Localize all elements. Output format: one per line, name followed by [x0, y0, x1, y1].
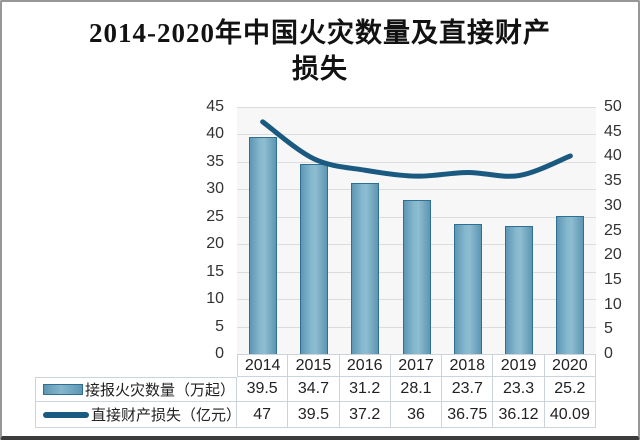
gridline-45 [237, 107, 596, 108]
bar-value-2015: 34.7 [288, 377, 340, 402]
left-axis-tick-25: 25 [206, 207, 224, 225]
line-value-2017: 36 [390, 402, 443, 428]
left-axis-tick-30: 30 [206, 180, 224, 198]
plot-area [237, 107, 596, 355]
bar-2020 [556, 215, 585, 354]
bar-series-swatch-icon [43, 384, 83, 395]
bar-2017 [402, 199, 431, 354]
right-axis-tick-50: 50 [604, 98, 622, 115]
right-axis-tick-0: 0 [604, 345, 613, 362]
year-header-2020: 2020 [544, 354, 596, 377]
right-axis-tick-30: 30 [604, 196, 622, 214]
line-series-svg [260, 119, 573, 179]
left-axis-tick-0: 0 [215, 345, 224, 362]
gridline-35 [237, 161, 596, 163]
gridline-40 [237, 134, 596, 136]
line-value-2020: 40.09 [544, 402, 596, 428]
left-axis-tick-40: 40 [206, 125, 224, 143]
right-axis-tick-40: 40 [604, 147, 622, 165]
year-header-2018: 2018 [442, 354, 494, 377]
bar-2018 [453, 223, 482, 354]
bar-value-2018: 23.7 [442, 377, 494, 402]
left-axis-tick-35: 35 [206, 152, 224, 170]
bar-2014 [248, 137, 277, 354]
legend-row-bar-series: 接报火灾数量（万起） [35, 377, 237, 402]
line-value-2016: 37.2 [339, 402, 391, 428]
bar-value-2020: 25.2 [544, 377, 596, 402]
left-axis-tick-45: 45 [206, 98, 224, 115]
bar-value-2016: 31.2 [339, 377, 391, 402]
line-series-label: 直接财产损失（亿元） [91, 407, 242, 424]
left-axis-tick-15: 15 [206, 262, 224, 280]
left-axis-tick-10: 10 [206, 290, 224, 308]
line-value-2015: 39.5 [288, 402, 340, 428]
left-axis-tick-5: 5 [215, 317, 224, 335]
right-axis-tick-25: 25 [604, 221, 622, 239]
line-value-2018: 36.75 [442, 402, 494, 428]
bar-value-2019: 23.3 [493, 377, 545, 402]
year-header-2016: 2016 [339, 354, 391, 377]
year-header-2015: 2015 [288, 354, 340, 377]
bar-2015 [299, 163, 328, 354]
right-axis-tick-15: 15 [604, 270, 622, 288]
chart-title: 2014-2020年中国火灾数量及直接财产 损失 [2, 15, 638, 87]
data-table: 2014 2015 2016 2017 2018 2019 2020 接报火灾数量（万起） 39… [35, 354, 596, 428]
chart-title-line2: 损失 [292, 54, 348, 84]
line-series-swatch-icon [43, 411, 89, 418]
year-header-2019: 2019 [493, 354, 545, 377]
line-direct-property-loss [260, 119, 573, 179]
left-axis-tick-20: 20 [206, 235, 224, 253]
right-axis-tick-20: 20 [604, 246, 622, 264]
bar-series-label: 接报火灾数量（万起） [85, 382, 236, 399]
year-header-2017: 2017 [390, 354, 443, 377]
chart-title-line1: 2014-2020年中国火灾数量及直接财产 [89, 18, 551, 48]
year-header-2014: 2014 [237, 354, 289, 377]
bar-2016 [351, 182, 380, 354]
right-axis-tick-5: 5 [604, 320, 613, 338]
right-axis-tick-45: 45 [604, 122, 622, 140]
right-axis-tick-35: 35 [604, 172, 622, 190]
bar-value-2017: 28.1 [390, 377, 443, 402]
line-value-2014: 47 [237, 402, 289, 428]
table-corner-blank [35, 354, 237, 377]
right-axis-tick-10: 10 [604, 295, 622, 313]
bar-2019 [505, 226, 534, 354]
gridline-30 [237, 189, 596, 191]
bar-value-2014: 39.5 [237, 377, 289, 402]
line-value-2019: 36.12 [493, 402, 545, 428]
legend-row-line-series: 直接财产损失（亿元） [35, 402, 241, 428]
